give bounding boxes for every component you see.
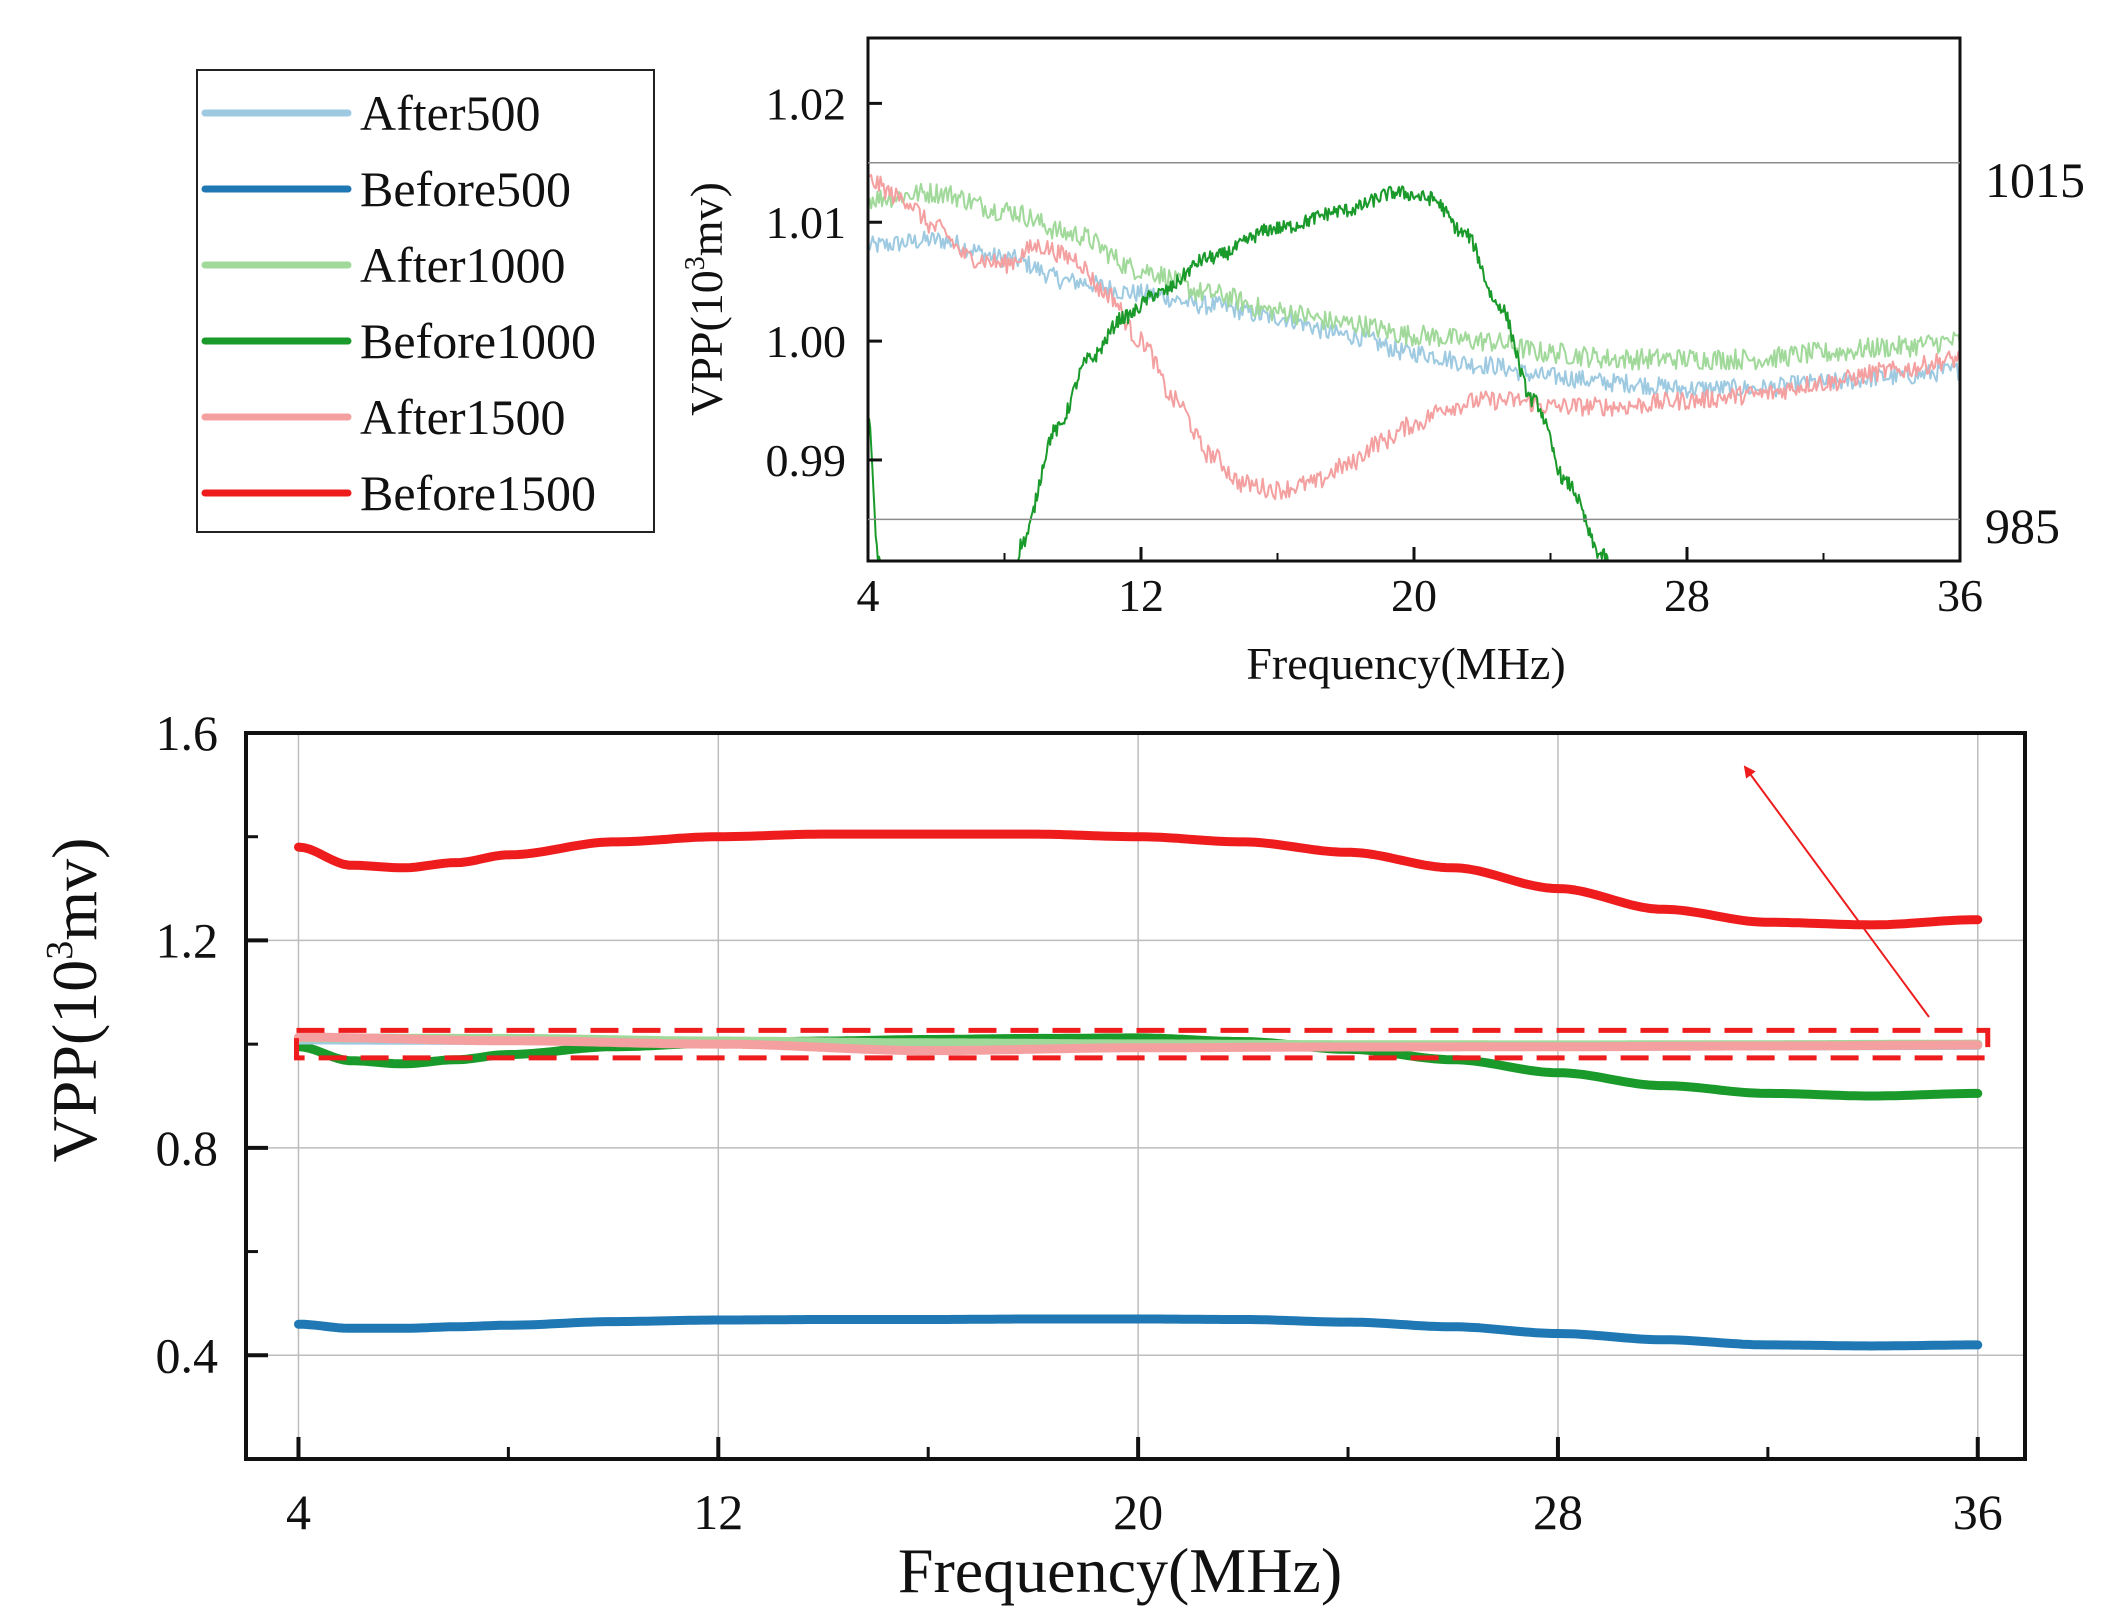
legend-label-after500: After500 <box>360 85 541 141</box>
main-chart: 4 12 20 28 36 0.4 0.8 1.2 1.6 Frequency(MHz) VPP… <box>39 705 2027 1606</box>
main-y-tick-label: 1.2 <box>156 912 219 968</box>
main-x-tick-label: 12 <box>693 1484 743 1540</box>
main-plot-frame <box>244 731 2027 1461</box>
inset-axes: 4 12 20 28 36 0.99 1.00 1.01 1.02 <box>766 78 1984 621</box>
inset-series-before1000 <box>868 185 1609 561</box>
inset-x-tick-label: 28 <box>1664 570 1710 621</box>
main-y-tick-label: 1.6 <box>156 705 219 761</box>
inset-x-axis-label: Frequency(MHz) <box>1246 638 1565 689</box>
inset-right-label-lower: 985 <box>1985 498 2060 554</box>
main-series-before1000 <box>294 1033 1983 1101</box>
main-x-tick-label: 20 <box>1113 1484 1163 1540</box>
inset-series-after500 <box>868 230 1960 399</box>
legend-label-after1000: After1000 <box>360 237 566 293</box>
legend-label-before500: Before500 <box>360 161 571 217</box>
inset-y-tick-label: 1.01 <box>766 197 847 248</box>
main-x-tick-label: 28 <box>1533 1484 1583 1540</box>
inset-x-tick-label: 4 <box>857 570 880 621</box>
inset-x-tick-label: 20 <box>1391 570 1437 621</box>
main-series-after1500 <box>294 1032 1983 1056</box>
main-axes: 4 12 20 28 36 0.4 0.8 1.2 1.6 <box>156 705 2003 1540</box>
legend-frame <box>196 69 655 533</box>
inset-series-layer <box>868 173 1960 561</box>
main-series-before1500 <box>294 829 1983 930</box>
inset-y-tick-label: 1.02 <box>766 78 847 129</box>
inset-y-tick-label: 1.00 <box>766 316 847 367</box>
inset-x-tick-label: 12 <box>1118 570 1164 621</box>
inset-y-tick-label: 0.99 <box>766 435 847 486</box>
highlight-box <box>293 1027 1991 1061</box>
inset-x-tick-label: 36 <box>1937 570 1983 621</box>
main-x-axis-label: Frequency(MHz) <box>898 1535 1342 1606</box>
main-x-tick-label: 36 <box>1953 1484 2003 1540</box>
legend-label-before1000: Before1000 <box>360 313 596 369</box>
legend: After500 Before500 After1000 Before1000 Afte… <box>196 69 655 533</box>
inset-right-label-upper: 1015 <box>1985 152 2085 208</box>
main-x-tick-label: 4 <box>286 1484 311 1540</box>
inset-y-axis-label: VPP(103mv) <box>680 182 732 416</box>
legend-label-before1500: Before1500 <box>360 465 596 521</box>
inset-series-after1000 <box>868 182 1960 371</box>
main-series-layer <box>294 829 1983 1351</box>
main-y-axis-label: VPP(103mv) <box>39 838 110 1163</box>
annotation-arrow <box>1743 765 1930 1018</box>
inset-series-after1500 <box>868 173 1960 501</box>
main-y-tick-label: 0.4 <box>156 1327 219 1383</box>
inset-plot-frame <box>866 36 1962 563</box>
legend-label-after1500: After1500 <box>360 389 566 445</box>
main-series-before500 <box>294 1314 1983 1351</box>
main-y-tick-label: 0.8 <box>156 1120 219 1176</box>
inset-chart: 4 12 20 28 36 0.99 1.00 1.01 1.02 Frequency(MHz)… <box>680 36 2085 689</box>
